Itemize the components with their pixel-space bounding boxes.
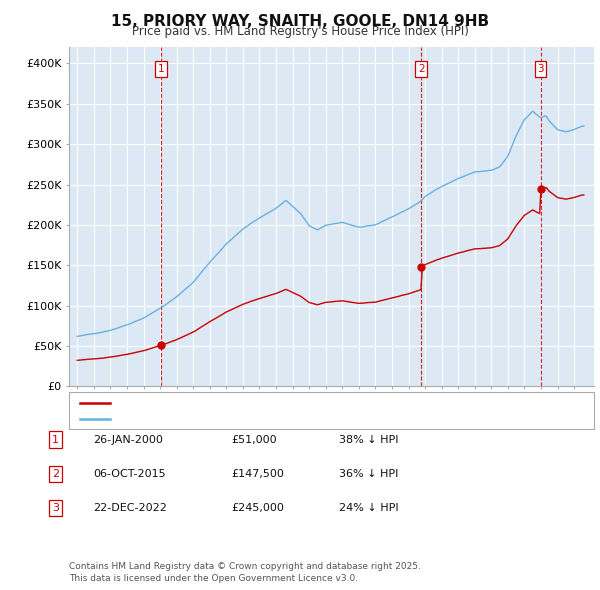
Text: 1: 1 [158, 64, 164, 74]
Text: 26-JAN-2000: 26-JAN-2000 [93, 435, 163, 444]
Text: Price paid vs. HM Land Registry's House Price Index (HPI): Price paid vs. HM Land Registry's House … [131, 25, 469, 38]
Text: 15, PRIORY WAY, SNAITH, GOOLE, DN14 9HB (detached house): 15, PRIORY WAY, SNAITH, GOOLE, DN14 9HB … [117, 398, 443, 408]
Text: 38% ↓ HPI: 38% ↓ HPI [339, 435, 398, 444]
Text: 1: 1 [52, 435, 59, 444]
Text: 15, PRIORY WAY, SNAITH, GOOLE, DN14 9HB: 15, PRIORY WAY, SNAITH, GOOLE, DN14 9HB [111, 14, 489, 29]
Text: 06-OCT-2015: 06-OCT-2015 [93, 469, 166, 478]
Text: £147,500: £147,500 [231, 469, 284, 478]
Text: 22-DEC-2022: 22-DEC-2022 [93, 503, 167, 513]
Text: HPI: Average price, detached house, East Riding of Yorkshire: HPI: Average price, detached house, East… [117, 414, 433, 424]
Text: 36% ↓ HPI: 36% ↓ HPI [339, 469, 398, 478]
Text: 24% ↓ HPI: 24% ↓ HPI [339, 503, 398, 513]
Text: 2: 2 [418, 64, 425, 74]
Text: 3: 3 [537, 64, 544, 74]
Text: 2: 2 [52, 469, 59, 478]
Text: £245,000: £245,000 [231, 503, 284, 513]
Text: 3: 3 [52, 503, 59, 513]
Text: Contains HM Land Registry data © Crown copyright and database right 2025.
This d: Contains HM Land Registry data © Crown c… [69, 562, 421, 583]
Text: £51,000: £51,000 [231, 435, 277, 444]
